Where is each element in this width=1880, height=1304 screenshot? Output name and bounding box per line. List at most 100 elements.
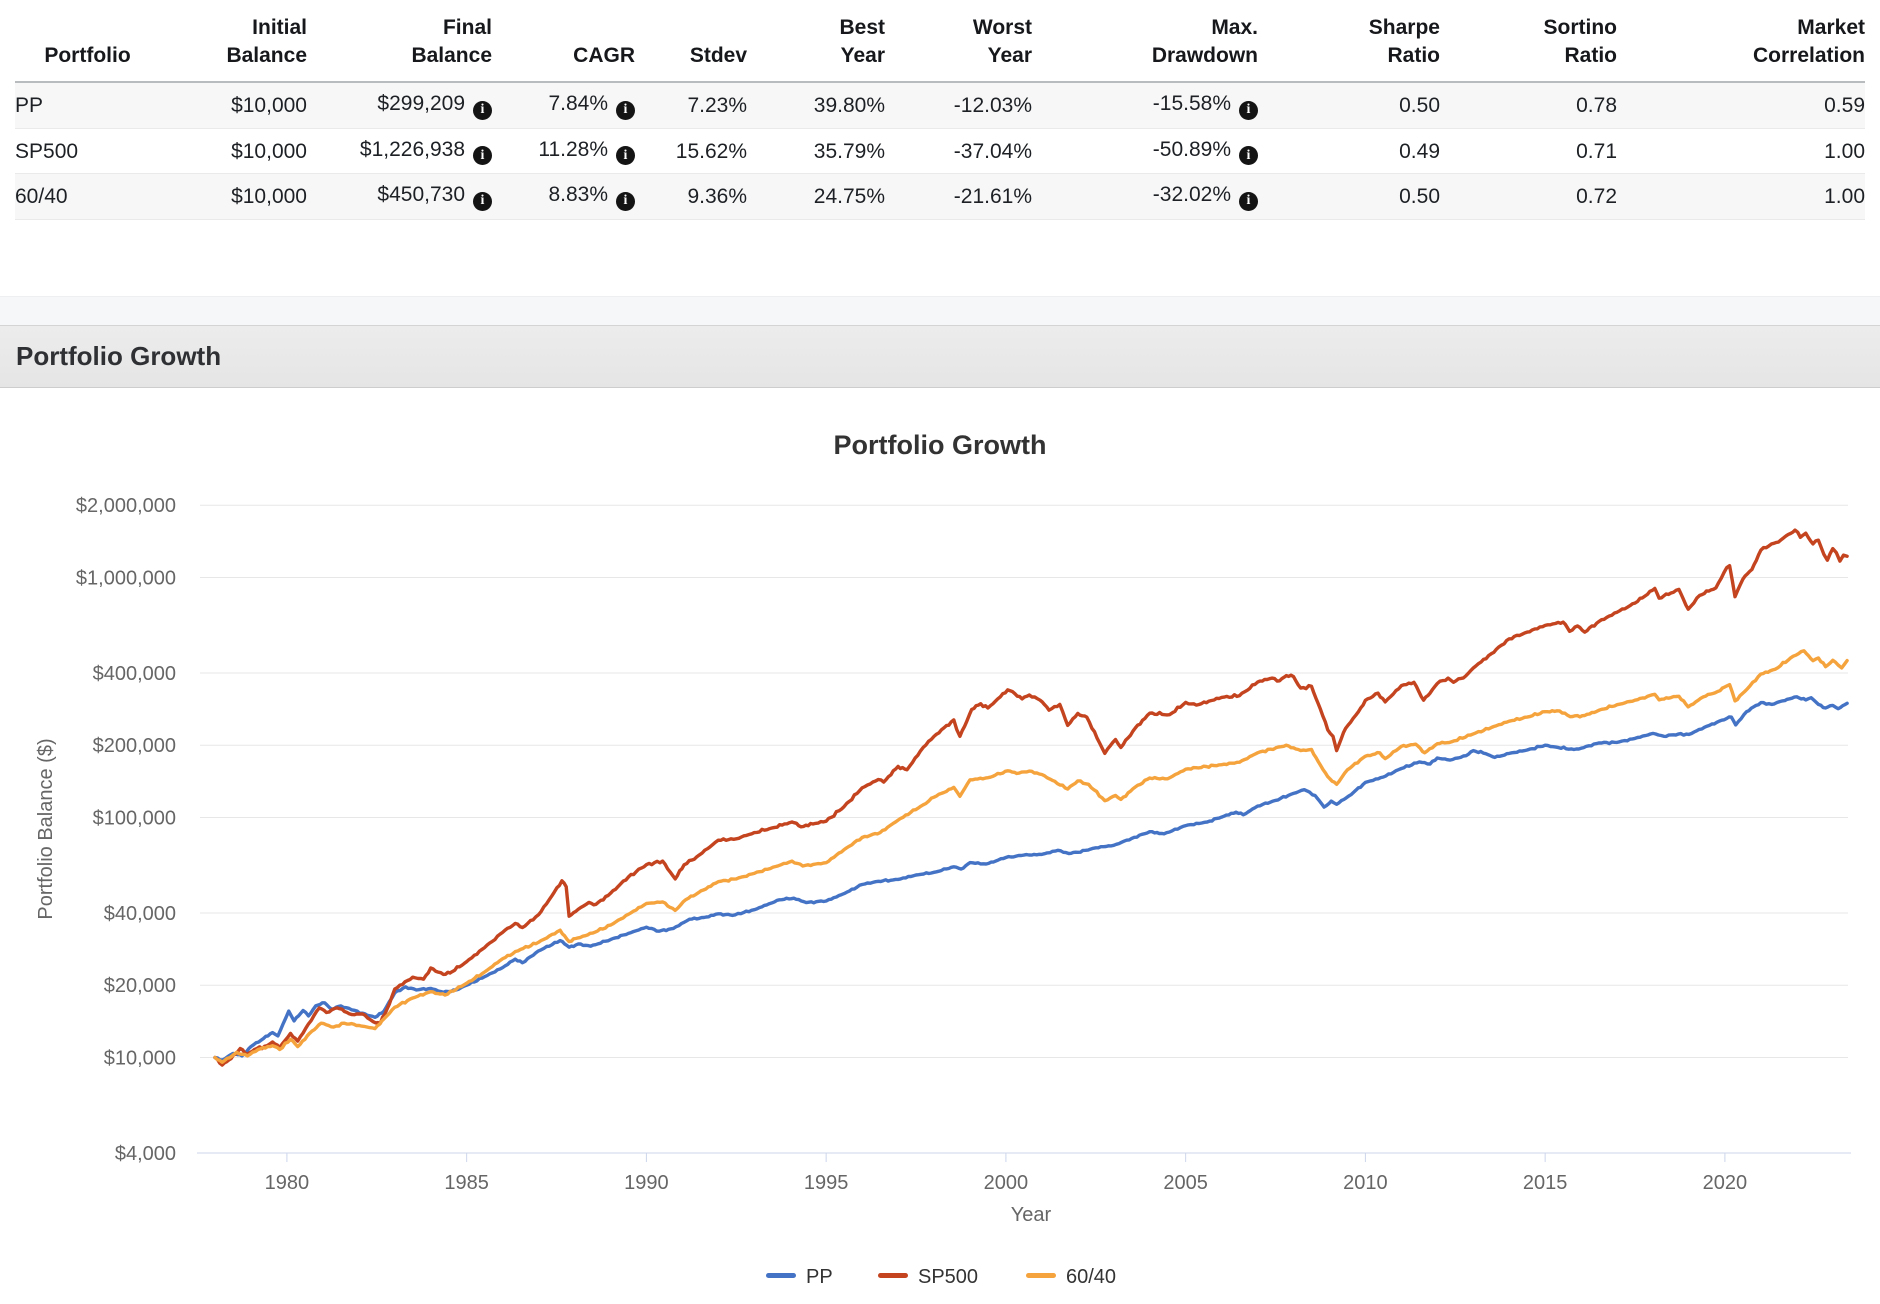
y-tick-label: $2,000,000 <box>76 495 176 517</box>
cell-sortino-ratio: 0.78 <box>1576 94 1617 118</box>
cell-cagr: 11.28% i <box>492 128 635 174</box>
legend-label: PP <box>806 1266 833 1288</box>
legend-item-PP[interactable]: PP <box>766 1266 833 1288</box>
column-header-sharpe-ratio: Sharpe Ratio <box>1368 16 1440 67</box>
y-tick-label: $20,000 <box>104 975 176 997</box>
x-tick-label: 1980 <box>265 1172 310 1194</box>
x-tick-label: 2015 <box>1523 1172 1568 1194</box>
legend-label: SP500 <box>918 1266 978 1288</box>
info-icon[interactable]: i <box>473 146 492 166</box>
cell-sharpe-ratio: 0.49 <box>1399 139 1440 163</box>
legend-label: 60/40 <box>1066 1266 1116 1288</box>
column-header-final-balance: Final Balance <box>411 16 492 67</box>
column-header-stdev: Stdev <box>689 43 747 67</box>
chart-title: Portfolio Growth <box>834 430 1047 460</box>
section-header: Portfolio Growth <box>0 325 1880 388</box>
table-row-SP500: SP500 $10,000 $1,226,938 i 11.28% i 15.62% 35.7… <box>15 128 1865 174</box>
y-axis-title: Portfolio Balance ($) <box>35 738 57 919</box>
cell-worst-year: -37.04% <box>953 139 1032 163</box>
x-axis-ticks: 1980 1985 1990 1995 2000 2005 2010 2015 2020 <box>265 1153 1748 1194</box>
column-header-initial-balance: Initial Balance <box>226 16 307 67</box>
x-tick-label: 2005 <box>1163 1172 1208 1194</box>
cell-final-balance: $299,209 i <box>307 82 492 128</box>
table-header-row: Portfolio Initial Balance Final Balance CAGR S… <box>15 6 1865 83</box>
cell-market-correlation: 1.00 <box>1824 139 1865 163</box>
series-line-SP500[interactable] <box>213 528 1849 1067</box>
cell-portfolio: SP500 <box>15 139 79 163</box>
cell-worst-year: -21.61% <box>953 185 1032 209</box>
cell-stdev: 7.23% <box>687 94 747 118</box>
table-row-60/40: 60/40 $10,000 $450,730 i 8.83% i 9.36% 24.75% -2… <box>15 173 1865 220</box>
legend-swatch <box>766 1273 796 1278</box>
y-gridlines <box>200 504 1848 1058</box>
x-tick-label: 2010 <box>1343 1172 1388 1194</box>
x-tick-label: 1995 <box>804 1172 849 1194</box>
series-line-PP[interactable] <box>213 695 1849 1062</box>
cell-portfolio: PP <box>15 94 44 118</box>
y-tick-label: $10,000 <box>104 1047 176 1069</box>
cell-best-year: 35.79% <box>813 139 885 163</box>
cell-best-year: 39.80% <box>813 94 885 118</box>
x-tick-label: 1985 <box>444 1172 489 1194</box>
cell-cagr: 8.83% i <box>492 174 635 220</box>
performance-summary-table: Portfolio Initial Balance Final Balance CAGR S… <box>15 6 1865 220</box>
cell-final-balance: $450,730 i <box>307 174 492 220</box>
column-header-sortino-ratio: Sortino Ratio <box>1543 16 1618 67</box>
column-header-max-drawdown: Max. Drawdown <box>1151 16 1258 67</box>
y-tick-label: $400,000 <box>93 663 176 685</box>
cell-stdev: 15.62% <box>675 139 747 163</box>
cell-initial-balance: $10,000 <box>231 94 307 118</box>
cell-sortino-ratio: 0.72 <box>1576 185 1617 209</box>
y-tick-label: $1,000,000 <box>76 567 176 589</box>
y-axis-labels: $2,000,000 $1,000,000 $400,000 $200,000 $100… <box>76 495 176 1165</box>
column-header-market-correlation: Market Correlation <box>1752 16 1865 67</box>
info-icon[interactable]: i <box>1239 146 1258 166</box>
series-line-60/40[interactable] <box>213 649 1849 1064</box>
cell-initial-balance: $10,000 <box>231 139 307 163</box>
cell-max-drawdown: -32.02% i <box>1032 174 1258 220</box>
x-tick-label: 1990 <box>624 1172 669 1194</box>
y-tick-label: $100,000 <box>93 807 176 829</box>
table-row-PP: PP $10,000 $299,209 i 7.84% i 7.23% 39.80% -12.0… <box>15 82 1865 129</box>
y-tick-label: $4,000 <box>115 1143 176 1165</box>
info-icon[interactable]: i <box>616 146 635 166</box>
portfolio-growth-chart: Portfolio Growth $2,000,000 $1,000,000 $400… <box>35 430 1851 1288</box>
info-icon[interactable]: i <box>616 191 635 211</box>
column-header-best-year: Best Year <box>839 16 885 67</box>
cell-initial-balance: $10,000 <box>231 185 307 209</box>
info-icon[interactable]: i <box>1239 100 1258 120</box>
cell-market-correlation: 0.59 <box>1824 94 1865 118</box>
cell-best-year: 24.75% <box>813 185 885 209</box>
cell-sharpe-ratio: 0.50 <box>1399 94 1440 118</box>
info-icon[interactable]: i <box>473 100 492 120</box>
cell-cagr: 7.84% i <box>492 82 635 128</box>
info-icon[interactable]: i <box>473 191 492 211</box>
column-header-worst-year: Worst Year <box>972 16 1032 67</box>
section-title: Portfolio Growth <box>16 341 222 371</box>
info-icon[interactable]: i <box>616 100 635 120</box>
legend-item-SP500[interactable]: SP500 <box>878 1266 978 1288</box>
legend-item-60/40[interactable]: 60/40 <box>1026 1266 1116 1288</box>
x-tick-label: 2000 <box>984 1172 1029 1194</box>
column-header-portfolio: Portfolio <box>44 43 131 67</box>
legend-swatch <box>878 1273 908 1278</box>
cell-sortino-ratio: 0.71 <box>1576 139 1617 163</box>
card-top-band <box>0 296 1880 325</box>
y-tick-label: $200,000 <box>93 735 176 757</box>
info-icon[interactable]: i <box>1239 191 1258 211</box>
cell-sharpe-ratio: 0.50 <box>1399 185 1440 209</box>
cell-market-correlation: 1.00 <box>1824 185 1865 209</box>
column-header-cagr: CAGR <box>573 43 635 67</box>
legend-swatch <box>1026 1273 1056 1278</box>
x-axis-title: Year <box>1011 1204 1052 1226</box>
cell-stdev: 9.36% <box>687 185 747 209</box>
cell-max-drawdown: -15.58% i <box>1032 82 1258 128</box>
x-tick-label: 2020 <box>1703 1172 1748 1194</box>
cell-final-balance: $1,226,938 i <box>307 128 492 174</box>
y-tick-label: $40,000 <box>104 903 176 925</box>
performance-summary-table-wrap: Portfolio Initial Balance Final Balance CAGR S… <box>15 6 1865 220</box>
cell-max-drawdown: -50.89% i <box>1032 128 1258 174</box>
cell-portfolio: 60/40 <box>15 185 68 209</box>
cell-worst-year: -12.03% <box>953 94 1032 118</box>
